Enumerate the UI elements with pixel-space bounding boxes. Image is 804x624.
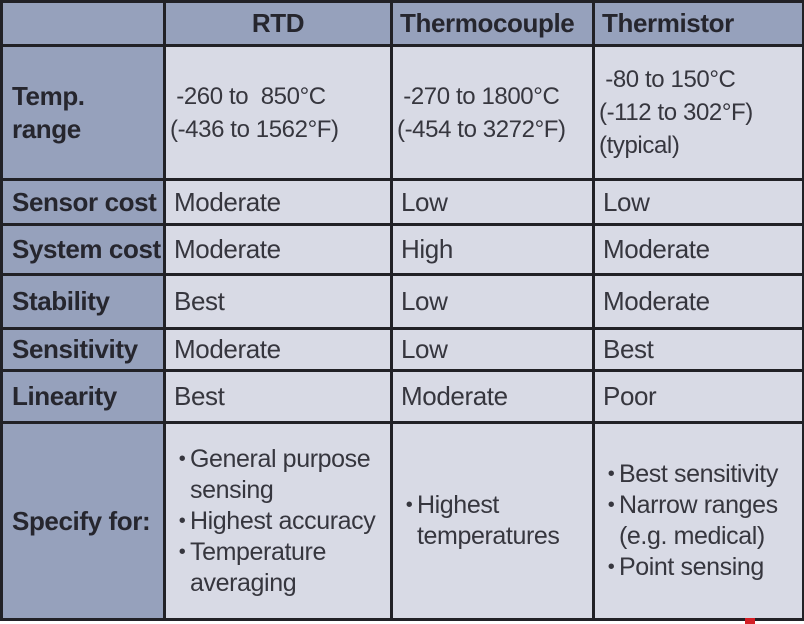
row-linearity: Linearity Best Moderate Poor	[0, 369, 804, 424]
row-specify-for: Specify for: • General purpose sensing •…	[0, 421, 804, 621]
row-label-system-cost: System cost	[0, 223, 166, 276]
cell-sensor-cost-thermistor: Low	[592, 178, 804, 226]
temp-range-line: -80 to 150°C	[599, 66, 736, 93]
row-sensor-cost: Sensor cost Moderate Low Low	[0, 178, 804, 226]
cell-sensitivity-thermocouple: Low	[390, 327, 595, 372]
list-item-text: Best sensitivity	[619, 460, 778, 488]
list-item: • Temperature averaging	[174, 537, 388, 599]
row-sensitivity: Sensitivity Moderate Low Best	[0, 327, 804, 372]
bullet-icon: •	[607, 494, 615, 516]
cell-system-cost-rtd: Moderate	[163, 223, 393, 276]
cell-specify-for-thermistor: • Best sensitivity • Narrow ranges (e.g.…	[592, 421, 804, 621]
red-artifact-mark	[745, 618, 755, 624]
cell-sensor-cost-thermocouple: Low	[390, 178, 595, 226]
list-item-text: Point sensing	[619, 553, 764, 581]
bullet-icon: •	[178, 447, 186, 470]
row-stability: Stability Best Low Moderate	[0, 273, 804, 330]
row-temp-range: Temp. range -260 to 850°C (-436 to 1562°…	[0, 44, 804, 181]
cell-sensitivity-thermistor: Best	[592, 327, 804, 372]
row-label-text: Temp. range	[12, 80, 85, 144]
temp-range-line: (-454 to 3272°F)	[397, 115, 566, 143]
bullet-icon: •	[607, 463, 615, 485]
bullet-icon: •	[178, 540, 186, 563]
cell-stability-thermistor: Moderate	[592, 273, 804, 330]
row-label-text: Linearity	[12, 381, 117, 411]
temp-range-line: (-112 to 302°F)	[599, 99, 753, 126]
row-system-cost: System cost Moderate High Moderate	[0, 223, 804, 276]
row-label-stability: Stability	[0, 273, 166, 330]
row-label-specify-for: Specify for:	[0, 421, 166, 621]
row-label-text: Stability	[12, 286, 110, 316]
row-label-text: Specify for:	[12, 505, 151, 536]
cell-linearity-thermistor: Poor	[592, 369, 804, 424]
row-label-text: Sensitivity	[12, 334, 138, 364]
row-label-text: Sensor cost	[12, 186, 157, 217]
column-header-thermistor: Thermistor	[592, 0, 804, 47]
bullet-icon: •	[178, 509, 186, 532]
cell-specify-for-thermocouple: • Highest temperatures	[390, 421, 595, 621]
header-row: RTD Thermocouple Thermistor	[0, 0, 804, 47]
temp-range-line: -260 to 850°C	[170, 82, 326, 110]
header-blank-cell	[0, 0, 166, 47]
list-item: • Highest accuracy	[174, 506, 388, 537]
column-header-rtd: RTD	[163, 0, 393, 47]
cell-temp-range-thermocouple: -270 to 1800°C (-454 to 3272°F)	[390, 44, 595, 181]
list-item-text: Temperature averaging	[190, 537, 326, 597]
cell-stability-thermocouple: Low	[390, 273, 595, 330]
list-item-text: General purpose sensing	[190, 444, 371, 504]
cell-temp-range-rtd: -260 to 850°C (-436 to 1562°F)	[163, 44, 393, 181]
bullet-icon: •	[607, 556, 615, 578]
list-item: • Best sensitivity	[603, 459, 800, 490]
cell-system-cost-thermocouple: High	[390, 223, 595, 276]
row-label-sensor-cost: Sensor cost	[0, 178, 166, 226]
cell-linearity-rtd: Best	[163, 369, 393, 424]
temp-range-line: (typical)	[599, 132, 680, 159]
list-item-text: Highest accuracy	[190, 506, 376, 535]
list-item: • Highest temperatures	[401, 490, 590, 552]
row-label-temp-range: Temp. range	[0, 44, 166, 181]
list-item: • Point sensing	[603, 552, 800, 583]
temp-range-line: (-436 to 1562°F)	[170, 115, 339, 143]
cell-sensitivity-rtd: Moderate	[163, 327, 393, 372]
list-item: • Narrow ranges (e.g. medical)	[603, 490, 800, 552]
cell-system-cost-thermistor: Moderate	[592, 223, 804, 276]
cell-temp-range-thermistor: -80 to 150°C (-112 to 302°F) (typical)	[592, 44, 804, 181]
list-item: • General purpose sensing	[174, 444, 388, 506]
column-header-thermocouple: Thermocouple	[390, 0, 595, 47]
temp-range-line: -270 to 1800°C	[397, 82, 560, 110]
cell-sensor-cost-rtd: Moderate	[163, 178, 393, 226]
cell-specify-for-rtd: • General purpose sensing • Highest accu…	[163, 421, 393, 621]
list-item-text: Narrow ranges (e.g. medical)	[619, 491, 778, 550]
list-item-text: Highest temperatures	[417, 491, 560, 550]
row-label-sensitivity: Sensitivity	[0, 327, 166, 372]
cell-stability-rtd: Best	[163, 273, 393, 330]
cell-linearity-thermocouple: Moderate	[390, 369, 595, 424]
row-label-text: System cost	[12, 234, 161, 264]
bullet-icon: •	[405, 494, 413, 516]
row-label-linearity: Linearity	[0, 369, 166, 424]
